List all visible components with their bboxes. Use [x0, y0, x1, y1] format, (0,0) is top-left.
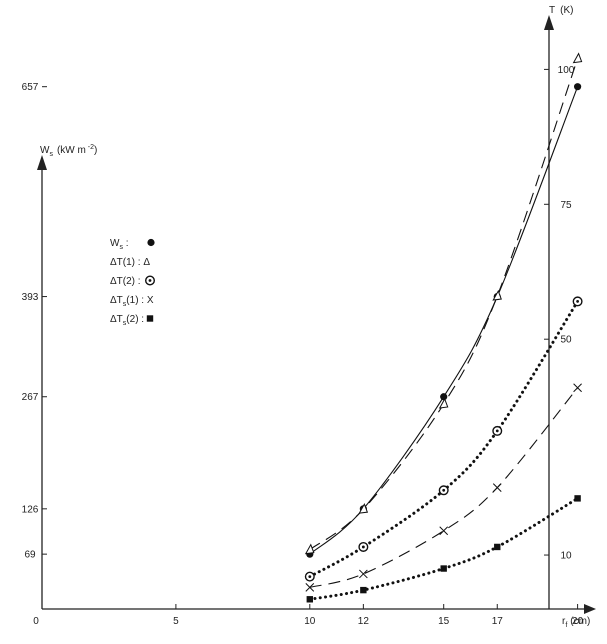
legend-entry-label: ΔTs(1) : X	[110, 295, 154, 308]
data-point-dT1	[492, 289, 502, 301]
legend-marker	[146, 315, 154, 322]
axis-labels: 0 5 10 12 15 17 20 69 126 267 393 657 10 50 75 100 Ws (kW…	[22, 5, 591, 629]
series-curves	[308, 58, 580, 601]
x-tick-label: 12	[358, 616, 370, 627]
series-curve-Ws	[309, 86, 579, 555]
legend-entry-label: ΔT(1) : Δ	[110, 257, 150, 268]
data-point-dTs1	[305, 583, 315, 592]
x-tick-label: 5	[173, 616, 179, 627]
y-right-tick-label: 100	[558, 65, 575, 76]
y-left-axis-arrow	[37, 155, 47, 170]
y-right-tick-label: 10	[560, 551, 572, 562]
y-left-tick-label: 126	[22, 504, 39, 515]
x-axis-title: rf (cm)	[562, 616, 590, 629]
series-curve-dT1	[309, 58, 579, 551]
axes	[37, 15, 596, 614]
y-left-tick-label: 69	[24, 550, 36, 561]
x-tick-label: 20	[572, 616, 584, 627]
y-right-tick-label: 75	[560, 200, 572, 211]
data-point-dT2	[304, 571, 315, 582]
data-point-dTs1	[492, 483, 502, 492]
data-point-dTs2	[306, 596, 313, 603]
data-point-dT2	[358, 541, 369, 552]
data-point-dT1	[304, 543, 315, 555]
legend-entry-label: ΔTs(2) :	[110, 314, 144, 327]
y-left-tick-label: 657	[22, 82, 39, 93]
data-point-dT2	[438, 485, 449, 496]
y-left-axis-title: Ws (kW m -2)	[40, 144, 97, 158]
y-left-tick-label: 267	[22, 392, 39, 403]
x-tick-label: 15	[438, 616, 450, 627]
x-axis-arrow	[584, 604, 596, 614]
x-tick-label: 0	[33, 616, 39, 627]
data-point-dTs2	[440, 565, 447, 572]
y-left-tick-label: 393	[22, 292, 39, 303]
y-right-axis-arrow	[544, 15, 554, 30]
data-point-dT1	[358, 502, 369, 514]
legend-marker	[144, 275, 155, 286]
legend: Ws : ΔT(1) : Δ ΔT(2) : ΔTs(1) : X ΔTs(2) :	[110, 238, 155, 327]
data-point-dT2	[492, 425, 503, 436]
series-curve-dT2	[308, 299, 580, 579]
legend-entry-label: Ws :	[110, 238, 129, 251]
data-point-dTs1	[573, 383, 582, 393]
data-point-dT2	[572, 296, 583, 307]
data-point-Ws	[440, 393, 448, 401]
legend-marker	[147, 238, 155, 247]
data-point-dTs1	[439, 526, 449, 536]
data-point-dTs2	[494, 543, 501, 551]
legend-entry-label: ΔT(2) :	[110, 276, 141, 287]
data-point-Ws	[574, 83, 582, 91]
series-curve-dTs1	[309, 387, 579, 588]
data-point-dT1	[572, 52, 583, 64]
data-point-dTs1	[359, 569, 368, 579]
y-right-tick-label: 50	[560, 335, 572, 346]
x-tick-label: 10	[304, 616, 316, 627]
data-point-dTs2	[360, 586, 367, 594]
series-curve-dTs2	[308, 496, 580, 601]
data-point-dTs2	[574, 495, 581, 502]
series-markers	[304, 52, 583, 603]
data-point-dT1	[438, 397, 449, 409]
y-right-axis-title: T (K)	[549, 5, 573, 16]
x-tick-label: 17	[492, 616, 504, 627]
